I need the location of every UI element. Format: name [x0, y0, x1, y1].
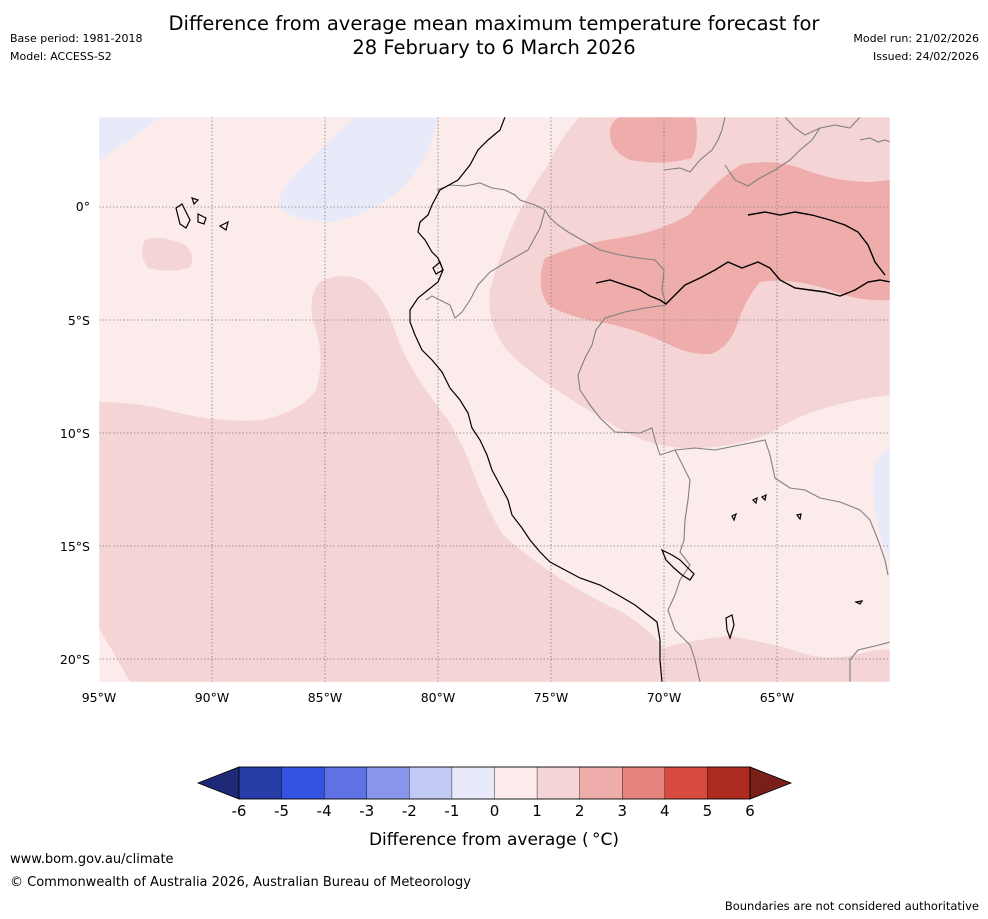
colorbar-tick-label: 3: [617, 802, 627, 820]
bolivia-lake-1: [751, 496, 758, 505]
colorbar-swatch: [323, 766, 368, 800]
colorbar-tick-label: 4: [660, 802, 670, 820]
colorbar-swatches: [238, 766, 751, 800]
colorbar-swatch: [451, 766, 496, 800]
border-venezuela-brazil: [724, 127, 821, 187]
border-colombia-ecuador: [436, 182, 583, 241]
border-guyana: [784, 117, 861, 136]
colorbar-tick-label: 2: [575, 802, 585, 820]
colorbar-swatch: [494, 766, 538, 800]
lon-label-90w: 90°W: [195, 690, 230, 705]
colorbar-tick-label: -2: [402, 802, 417, 820]
lat-label-20s: 20°S: [60, 652, 90, 667]
border-colombia-venezuela: [663, 117, 726, 173]
graticule: [99, 117, 890, 682]
model-run: Model run: 21/02/2026: [853, 32, 979, 45]
galapagos-isabela: [175, 203, 191, 229]
colorbar-tick-label: -4: [317, 802, 332, 820]
chart-title: Difference from average mean maximum tem…: [0, 12, 988, 60]
pacific-coastline: [409, 117, 663, 682]
map-frame: [98, 116, 891, 683]
anomaly-band-1-2-galapagos: [142, 237, 193, 271]
amazon-river: [595, 261, 890, 305]
model-name: Model: ACCESS-S2: [10, 50, 112, 63]
colorbar-tick-label: 6: [745, 802, 755, 820]
colorbar-swatch: [579, 766, 623, 800]
gulf-of-guayaquil-island: [432, 260, 444, 275]
colorbar-tick-label: -6: [232, 802, 247, 820]
border-peru-brazil: [577, 304, 667, 456]
title-line-1: Difference from average mean maximum tem…: [168, 12, 820, 35]
bolivia-lake-3: [731, 512, 738, 522]
colorbar-swatch: [281, 766, 325, 800]
negro-river: [747, 211, 886, 276]
meta-left: Base period: 1981-2018 Model: ACCESS-S2: [10, 30, 142, 66]
footer-note: Boundaries are not considered authoritat…: [724, 899, 979, 913]
lon-label-80w: 80°W: [421, 690, 456, 705]
galapagos-san-cristobal: [218, 220, 229, 231]
border-bolivia-chile: [689, 644, 701, 682]
lake-titicaca: [660, 548, 695, 581]
colorbar-swatch: [707, 766, 751, 800]
colorbar-swatch: [409, 766, 453, 800]
colorbar-swatch: [366, 766, 411, 800]
small-lake-east: [854, 600, 864, 605]
anomaly-band-neg-1-east: [873, 448, 890, 560]
lon-label-85w: 85°W: [308, 690, 343, 705]
base-period: Base period: 1981-2018: [10, 32, 143, 45]
colorbar-swatch: [622, 766, 666, 800]
anomaly-band-2-3-amazon: [540, 162, 890, 355]
map-area: [99, 117, 890, 682]
colorbar-tick-label: -1: [444, 802, 459, 820]
title-line-2: 28 February to 6 March 2026: [352, 36, 636, 59]
anomaly-band-neg-1-north: [278, 117, 438, 222]
colorbar-low-extend: [196, 766, 240, 800]
colorbar-tick-label: 0: [490, 802, 500, 820]
galapagos-santa-cruz: [197, 213, 207, 225]
colorbar-tick-label: -3: [359, 802, 374, 820]
lat-label-5s: 5°S: [68, 313, 90, 328]
longitude-labels: 95°W 90°W 85°W 80°W 75°W 70°W 65°W: [82, 690, 795, 705]
colorbar-swatch: [536, 766, 581, 800]
anomaly-band-1-2-southwest: [99, 276, 890, 682]
colorbar-tick-label: 1: [532, 802, 542, 820]
lon-label-95w: 95°W: [82, 690, 117, 705]
country-borders: [425, 117, 890, 682]
border-colombia-peru-brazil: [581, 239, 667, 306]
border-ecuador-peru: [425, 209, 546, 319]
lat-label-15s: 15°S: [60, 539, 90, 554]
border-bolivia-paraguay-argentina: [849, 641, 890, 682]
lon-label-75w: 75°W: [534, 690, 569, 705]
lon-label-70w: 70°W: [647, 690, 682, 705]
colorbar-title: Difference from average ( °C): [369, 830, 619, 850]
colorbar-tick-label: -5: [274, 802, 289, 820]
colorbar-tick-label: 5: [703, 802, 713, 820]
anomaly-band-neg-1-nw: [99, 117, 160, 160]
lat-label-0: 0°: [76, 199, 90, 214]
latitude-labels: 0° 5°S 10°S 15°S 20°S: [60, 199, 90, 667]
bolivia-lake-2: [760, 493, 767, 502]
lat-label-10s: 10°S: [60, 426, 90, 441]
footer-url: www.bom.gov.au/climate: [10, 852, 174, 867]
meta-right: Model run: 21/02/2026 Issued: 24/02/2026: [853, 30, 979, 66]
colorbar-outline: [238, 766, 751, 800]
colorbar-high-extend: [749, 766, 793, 800]
bolivia-lake-4: [795, 513, 802, 521]
colorbar-swatch: [664, 766, 709, 800]
border-peru-bolivia: [667, 449, 691, 646]
galapagos-north: [191, 197, 200, 206]
colorbar: -6 -5 -4 -3 -2 -1 0 1 2 3 4 5 6 Difference from aver…: [196, 766, 793, 850]
poopo-lake: [725, 614, 735, 640]
border-suriname: [859, 137, 890, 143]
footer-copyright: © Commonwealth of Australia 2026, Austra…: [10, 875, 471, 890]
colorbar-tick-labels: -6 -5 -4 -3 -2 -1 0 1 2 3 4 5 6: [232, 802, 755, 820]
lon-label-65w: 65°W: [760, 690, 795, 705]
issued-date: Issued: 24/02/2026: [872, 50, 979, 63]
anomaly-band-2-3-north: [609, 117, 697, 163]
colorbar-swatch: [238, 766, 283, 800]
border-brazil-bolivia: [659, 439, 889, 576]
coastlines: [175, 117, 890, 682]
